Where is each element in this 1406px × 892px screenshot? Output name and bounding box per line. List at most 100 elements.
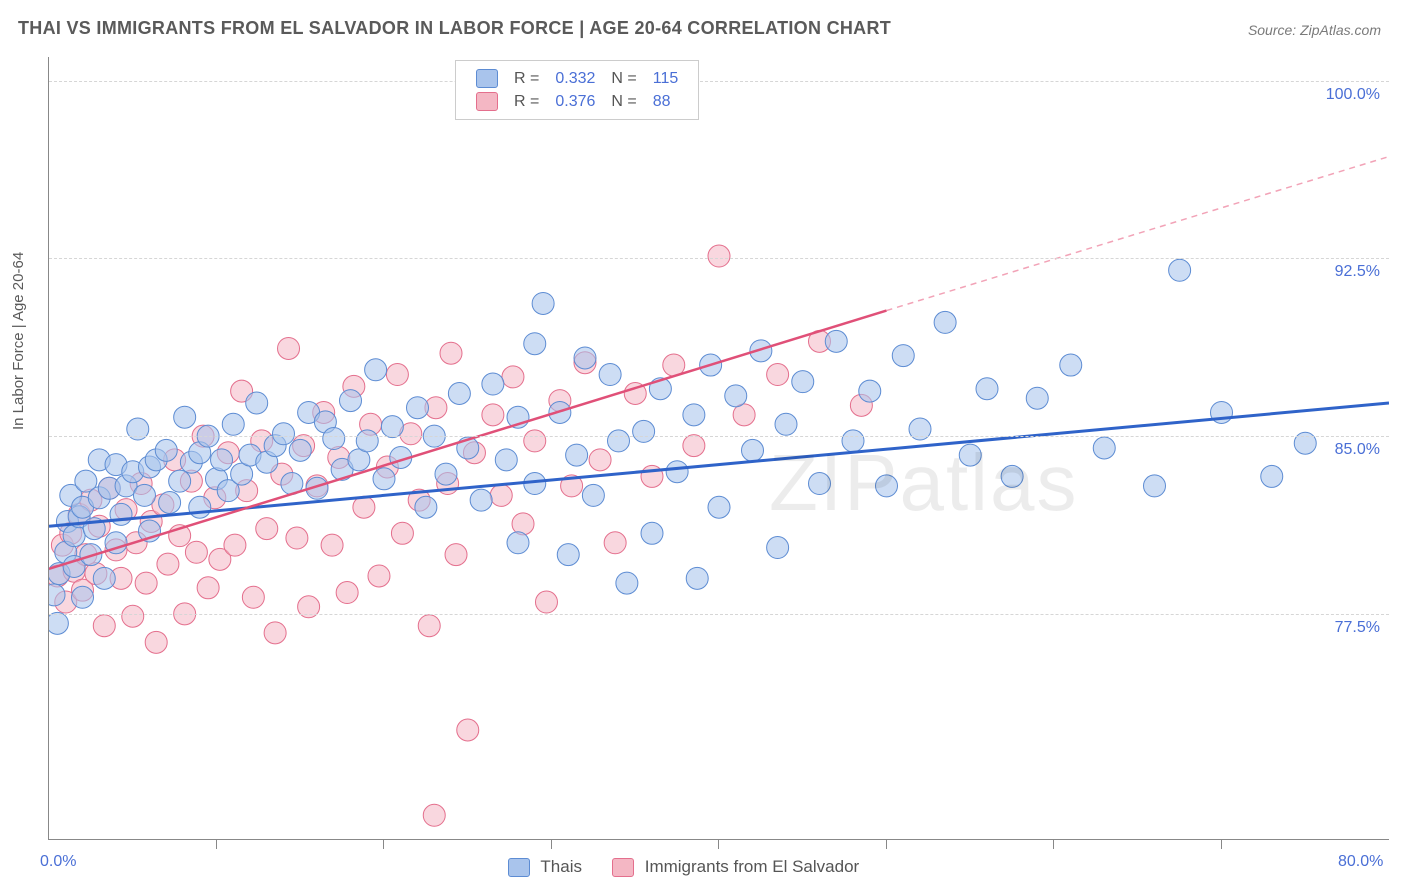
data-point <box>122 605 144 627</box>
data-point <box>368 565 390 587</box>
trend-line <box>887 157 1390 311</box>
data-point <box>490 484 512 506</box>
data-point <box>145 631 167 653</box>
data-point <box>1001 465 1023 487</box>
data-point <box>574 347 596 369</box>
data-point <box>482 404 504 426</box>
data-point <box>507 532 529 554</box>
gridline <box>49 258 1389 259</box>
gridline <box>49 81 1389 82</box>
data-point <box>1169 259 1191 281</box>
legend-item: Immigrants from El Salvador <box>612 857 859 876</box>
plot-area: ZIPatlas <box>48 57 1389 840</box>
data-point <box>289 439 311 461</box>
legend-row: R =0.332N =115 <box>468 67 686 90</box>
data-point <box>159 492 181 514</box>
x-tick <box>383 839 384 849</box>
data-point <box>557 544 579 566</box>
data-point <box>842 430 864 452</box>
data-point <box>532 292 554 314</box>
data-point <box>323 428 345 450</box>
y-tick-label: 92.5% <box>1320 263 1380 281</box>
data-point <box>63 525 85 547</box>
data-point <box>381 416 403 438</box>
data-point <box>169 470 191 492</box>
data-point <box>1026 387 1048 409</box>
legend-swatch <box>476 69 498 88</box>
data-point <box>189 496 211 518</box>
data-point <box>976 378 998 400</box>
data-point <box>445 544 467 566</box>
data-point <box>174 406 196 428</box>
data-point <box>608 430 630 452</box>
data-point <box>440 342 462 364</box>
data-point <box>340 390 362 412</box>
data-point <box>683 404 705 426</box>
data-point <box>365 359 387 381</box>
data-point <box>415 496 437 518</box>
legend-row: R =0.376N =88 <box>468 90 686 113</box>
data-point <box>892 345 914 367</box>
data-point <box>321 534 343 556</box>
data-point <box>457 719 479 741</box>
gridline <box>49 614 1389 615</box>
data-point <box>633 420 655 442</box>
legend-N-value: 88 <box>645 90 687 113</box>
data-point <box>336 582 358 604</box>
data-point <box>604 532 626 554</box>
data-point <box>224 534 246 556</box>
data-point <box>512 513 534 535</box>
data-point <box>391 522 413 544</box>
legend-N-label: N = <box>603 90 644 113</box>
data-point <box>742 439 764 461</box>
x-tick <box>1053 839 1054 849</box>
data-point <box>353 496 375 518</box>
data-point <box>242 586 264 608</box>
legend-item: Thais <box>508 857 582 876</box>
data-point <box>418 615 440 637</box>
x-tick <box>886 839 887 849</box>
source-label: Source: ZipAtlas.com <box>1248 22 1381 38</box>
y-tick-label: 85.0% <box>1320 441 1380 459</box>
data-point <box>49 612 68 634</box>
legend-swatch <box>612 858 634 877</box>
data-point <box>157 553 179 575</box>
legend-label: Thais <box>540 857 582 876</box>
x-tick <box>718 839 719 849</box>
data-point <box>708 496 730 518</box>
legend-R-label: R = <box>506 67 547 90</box>
data-point <box>373 468 395 490</box>
gridline <box>49 436 1389 437</box>
data-point <box>641 522 663 544</box>
x-min-label: 0.0% <box>40 853 76 871</box>
data-point <box>934 311 956 333</box>
data-point <box>470 489 492 511</box>
data-point <box>135 572 157 594</box>
x-tick <box>1221 839 1222 849</box>
scatter-svg <box>49 57 1389 839</box>
x-tick <box>551 839 552 849</box>
data-point <box>809 473 831 495</box>
data-point <box>686 567 708 589</box>
data-point <box>1060 354 1082 376</box>
data-point <box>278 337 300 359</box>
data-point <box>110 503 132 525</box>
data-point <box>859 380 881 402</box>
data-point <box>725 385 747 407</box>
legend-swatch <box>508 858 530 877</box>
data-point <box>767 364 789 386</box>
chart-title: THAI VS IMMIGRANTS FROM EL SALVADOR IN L… <box>18 18 891 39</box>
data-point <box>386 364 408 386</box>
data-point <box>683 435 705 457</box>
data-point <box>72 586 94 608</box>
data-point <box>616 572 638 594</box>
data-point <box>133 484 155 506</box>
data-point <box>407 397 429 419</box>
data-point <box>582 484 604 506</box>
data-point <box>423 804 445 826</box>
data-point <box>185 541 207 563</box>
data-point <box>435 463 457 485</box>
data-point <box>211 449 233 471</box>
data-point <box>93 567 115 589</box>
data-point <box>876 475 898 497</box>
